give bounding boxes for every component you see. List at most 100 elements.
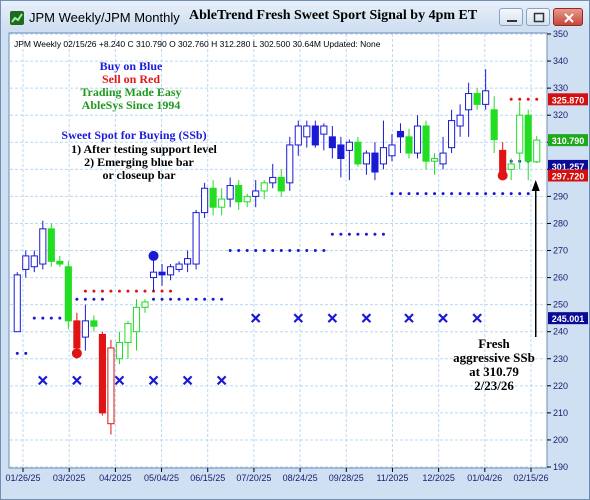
candle (405, 128, 413, 159)
candle-body (413, 125, 422, 154)
candle (413, 115, 422, 159)
candle (30, 250, 38, 273)
support-dot (32, 316, 36, 320)
candle-body (448, 120, 456, 149)
candle-body (277, 176, 285, 192)
buy-note: Buy on Blue (99, 59, 163, 73)
candle-body (260, 182, 268, 192)
price-label-bg (548, 312, 588, 325)
candle (371, 142, 379, 181)
support-dot (381, 232, 385, 236)
support-dot (49, 316, 53, 320)
x-marker (361, 313, 372, 323)
candle-body (354, 141, 362, 165)
support-dot (41, 316, 45, 320)
candle (184, 250, 192, 273)
candle-body (235, 185, 243, 203)
x-axis: 01/26/25 03/2025 04/2025 05/04/25 06/15/25 07… (5, 468, 549, 483)
candle (235, 180, 243, 210)
x-markers (38, 313, 482, 386)
candle (422, 120, 430, 170)
candle-body (107, 347, 115, 425)
candle-body (311, 125, 319, 146)
candle (73, 312, 81, 354)
resistance-dot (109, 289, 113, 293)
y-tick-label: 250 (553, 300, 568, 310)
price-chart[interactable]: 1902002102202302402502602702802903003103… (1, 29, 589, 499)
support-dot (228, 249, 232, 252)
candle-body (252, 190, 260, 197)
price-label-bg (548, 159, 588, 172)
y-tick-label: 240 (553, 327, 568, 337)
support-dot (254, 249, 258, 252)
candle (115, 331, 124, 365)
support-dot (416, 192, 420, 196)
support-dot (262, 249, 266, 252)
candle-body (166, 266, 175, 276)
y-tick-label: 190 (553, 462, 568, 472)
minimize-icon (507, 20, 517, 22)
candle-body (158, 271, 166, 276)
x-tick-label: 12/2025 (422, 473, 455, 483)
x-marker (472, 313, 482, 323)
support-dot (313, 249, 317, 252)
y-tick-label: 220 (553, 381, 568, 391)
candle-body (22, 255, 30, 270)
candle (516, 101, 524, 170)
support-dot (424, 192, 428, 196)
support-dot (450, 192, 454, 196)
support-dot (24, 351, 28, 355)
candle (243, 193, 251, 208)
y-tick-label: 200 (553, 435, 568, 445)
candle (158, 264, 166, 286)
candle-body (473, 93, 481, 105)
candle (448, 109, 456, 154)
candle (507, 158, 515, 181)
candle-body (81, 320, 89, 338)
support-dot (484, 192, 488, 196)
close-button[interactable] (553, 8, 583, 26)
ssb-rule-3: or closeup bar (102, 168, 176, 182)
x-marker (216, 375, 227, 386)
support-dot (160, 297, 164, 301)
x-tick-label: 11/2025 (377, 473, 409, 483)
price-label: 325.870 (548, 93, 588, 106)
support-dot (83, 297, 87, 301)
x-tick-label: 02/15/26 (513, 473, 548, 483)
x-tick-label: 09/28/25 (329, 473, 364, 483)
candle-body (243, 195, 251, 203)
fresh-line-3: at 310.79 (469, 364, 519, 379)
candle (345, 139, 353, 181)
signal-arrow (531, 180, 540, 337)
candle (482, 69, 490, 110)
ssb-rule-1: 1) After testing support level (71, 142, 217, 156)
x-marker (250, 313, 261, 323)
candle-body (98, 333, 106, 414)
resistance-dot (143, 289, 147, 293)
candle (303, 120, 311, 148)
fresh-line-2: aggressive SSb (453, 350, 535, 365)
price-label-text: 297.720 (552, 171, 585, 181)
candle-body (405, 136, 413, 154)
price-label-text: 245.001 (552, 314, 585, 324)
support-dot (75, 297, 79, 301)
candle (490, 96, 498, 154)
sell-note: Sell on Red (101, 72, 160, 86)
support-dot (390, 192, 394, 196)
candle (98, 331, 106, 416)
price-label-bg (548, 93, 588, 106)
support-dot (58, 316, 62, 320)
ssb-title: Sweet Spot for Buying (SSb) (61, 128, 207, 142)
candle (379, 120, 388, 170)
maximize-button[interactable] (526, 8, 550, 26)
candle (456, 104, 464, 137)
candle (90, 315, 98, 332)
candle-body (64, 266, 72, 322)
price-label-bg (548, 169, 588, 182)
minimize-button[interactable] (499, 8, 523, 26)
support-dot (296, 249, 300, 252)
support-dot (458, 192, 462, 196)
candle-body (294, 125, 302, 146)
